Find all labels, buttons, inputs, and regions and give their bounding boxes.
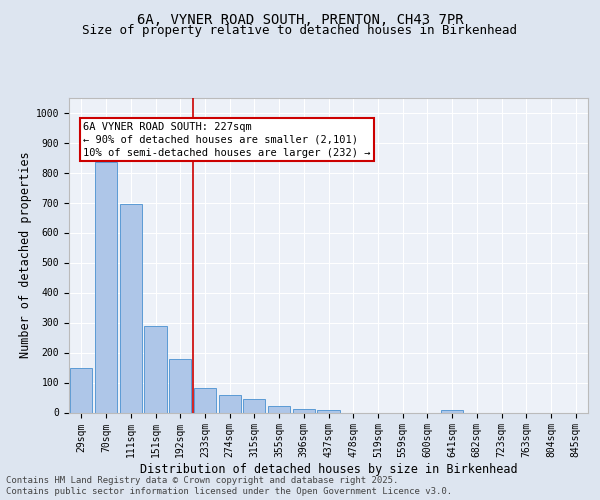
Bar bbox=[70, 368, 92, 412]
Text: Size of property relative to detached houses in Birkenhead: Size of property relative to detached ho… bbox=[83, 24, 517, 37]
Y-axis label: Number of detached properties: Number of detached properties bbox=[19, 152, 32, 358]
Bar bbox=[268, 406, 290, 412]
Bar bbox=[169, 359, 191, 412]
Text: 6A VYNER ROAD SOUTH: 227sqm
← 90% of detached houses are smaller (2,101)
10% of : 6A VYNER ROAD SOUTH: 227sqm ← 90% of det… bbox=[83, 122, 371, 158]
Text: Contains HM Land Registry data © Crown copyright and database right 2025.: Contains HM Land Registry data © Crown c… bbox=[6, 476, 398, 485]
Bar bbox=[317, 410, 340, 412]
Text: Contains public sector information licensed under the Open Government Licence v3: Contains public sector information licen… bbox=[6, 487, 452, 496]
Bar bbox=[218, 395, 241, 412]
Bar bbox=[119, 204, 142, 412]
Bar bbox=[194, 388, 216, 412]
X-axis label: Distribution of detached houses by size in Birkenhead: Distribution of detached houses by size … bbox=[140, 463, 517, 476]
Text: 6A, VYNER ROAD SOUTH, PRENTON, CH43 7PR: 6A, VYNER ROAD SOUTH, PRENTON, CH43 7PR bbox=[137, 12, 463, 26]
Bar bbox=[441, 410, 463, 412]
Bar bbox=[145, 326, 167, 412]
Bar bbox=[95, 162, 117, 412]
Bar bbox=[293, 409, 315, 412]
Bar bbox=[243, 400, 265, 412]
